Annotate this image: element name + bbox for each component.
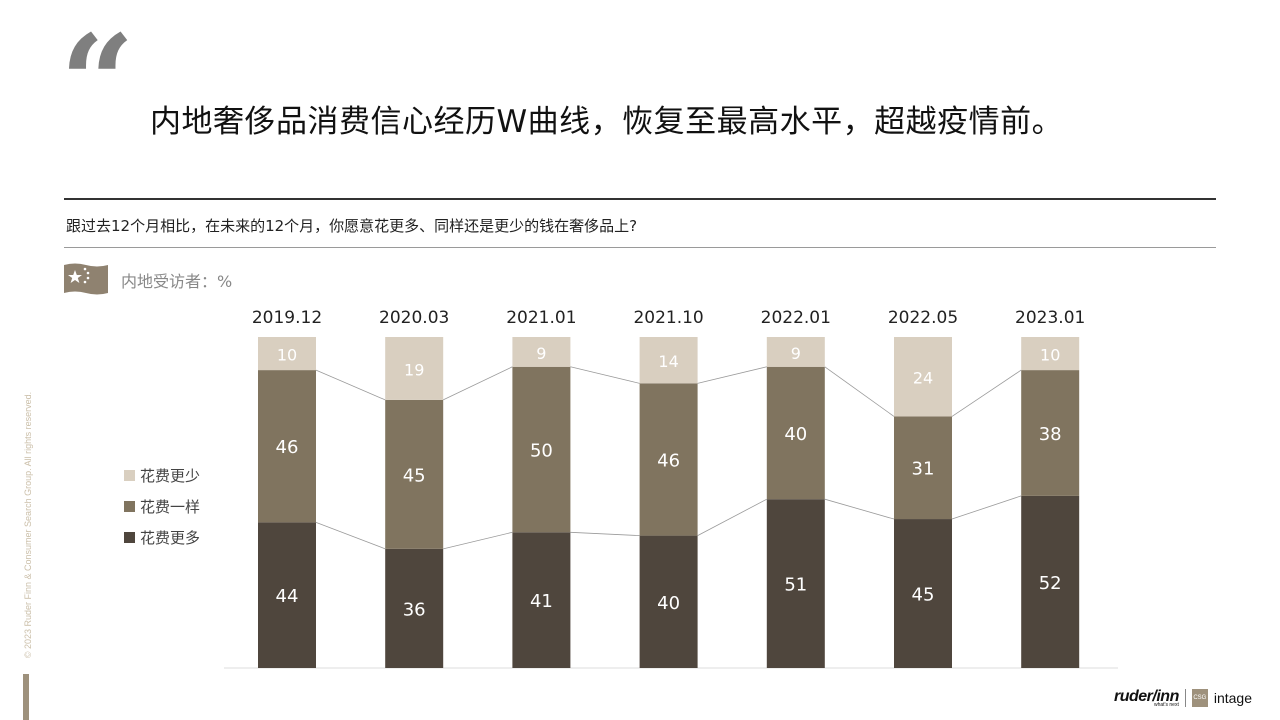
bar-less-2021.01 (512, 337, 571, 367)
bar-more-2022.01 (766, 499, 825, 668)
data-label-less-2021.10: 14 (658, 352, 678, 371)
connector-line-more-same-3 (697, 498, 767, 536)
side-accent-bar (23, 674, 29, 720)
connector-line-more-same-2 (570, 531, 640, 536)
connector-line-more-same-4 (824, 498, 895, 520)
data-label-same-2021.10: 46 (657, 450, 680, 471)
x-tick-label-2019.12: 2019.12 (252, 308, 322, 328)
legend-swatch-less (124, 470, 135, 481)
connector-line-same-less-1 (443, 366, 513, 401)
bar-less-2021.10 (639, 337, 698, 384)
connector-line-same-less-2 (570, 366, 640, 384)
legend-item-more: 花费更多 (124, 522, 200, 553)
title-divider (64, 198, 1216, 200)
bar-less-2023.01 (1021, 337, 1080, 371)
data-label-less-2022.05: 24 (913, 369, 933, 388)
data-label-less-2022.01: 9 (791, 344, 801, 363)
bar-same-2021.01 (512, 366, 571, 533)
data-label-more-2021.01: 41 (530, 591, 553, 612)
x-tick-label-2020.03: 2020.03 (379, 308, 449, 328)
data-label-same-2022.01: 40 (784, 424, 807, 445)
data-label-same-2021.01: 50 (530, 441, 553, 462)
bar-more-2020.03 (385, 548, 444, 668)
x-tick-label-2022.05: 2022.05 (888, 308, 958, 328)
data-label-more-2020.03: 36 (403, 599, 426, 620)
data-label-less-2023.01: 10 (1040, 346, 1060, 365)
bar-less-2022.05 (894, 337, 952, 417)
x-tick-label-2021.10: 2021.10 (633, 308, 703, 328)
bar-same-2019.12 (258, 370, 316, 523)
ruderfinn-logo: ruder/inn what's next (1114, 688, 1179, 708)
data-label-more-2023.01: 52 (1039, 573, 1062, 594)
legend-item-less: 花费更少 (124, 460, 200, 491)
data-label-more-2019.12: 44 (276, 586, 299, 607)
bar-same-2023.01 (1021, 370, 1080, 496)
bar-more-2019.12 (258, 522, 316, 668)
data-label-same-2020.03: 45 (403, 465, 426, 486)
connector-line-same-less-3 (697, 366, 767, 384)
footer-logos: ruder/inn what's next CSG intage (1114, 688, 1252, 708)
bar-more-2021.10 (639, 535, 698, 668)
bar-more-2021.01 (512, 532, 571, 668)
connector-line-same-less-5 (951, 369, 1022, 417)
data-label-same-2023.01: 38 (1039, 424, 1062, 445)
legend-label-more: 花费更多 (140, 529, 201, 547)
intage-logo: intage (1213, 690, 1252, 706)
bar-less-2020.03 (385, 337, 444, 400)
data-label-more-2022.05: 45 (912, 585, 935, 606)
x-tick-label-2023.01: 2023.01 (1015, 308, 1085, 328)
legend-swatch-more (124, 532, 135, 543)
legend-label-less: 花费更少 (140, 467, 201, 485)
x-tick-label-2022.01: 2022.01 (761, 308, 831, 328)
data-label-more-2021.10: 40 (657, 593, 680, 614)
connector-line-same-less-4 (824, 366, 895, 417)
legend-item-same: 花费一样 (124, 491, 200, 522)
china-flag-icon (64, 263, 108, 295)
bar-less-2022.01 (766, 337, 825, 367)
connector-line-same-less-0 (315, 369, 386, 401)
bar-same-2022.01 (766, 366, 825, 500)
page-title: 内地奢侈品消费信心经历W曲线，恢复至最高水平，超越疫情前。 (150, 104, 1064, 140)
csg-logo: CSG (1191, 689, 1208, 707)
legend-label-same: 花费一样 (140, 498, 201, 516)
bar-same-2021.10 (639, 383, 698, 536)
data-label-same-2022.05: 31 (912, 459, 935, 480)
respondents-label: 内地受访者：% (121, 272, 233, 291)
data-label-same-2019.12: 46 (276, 437, 299, 458)
connector-line-more-same-5 (951, 495, 1022, 520)
connector-line-more-same-1 (443, 531, 513, 550)
x-tick-label-2021.01: 2021.01 (506, 308, 576, 328)
survey-question: 跟过去12个月相比，在未来的12个月，你愿意花更多、同样还是更少的钱在奢侈品上? (66, 217, 638, 235)
data-label-more-2022.01: 51 (784, 575, 807, 596)
bar-more-2023.01 (1021, 495, 1080, 668)
data-label-less-2020.03: 19 (404, 360, 424, 379)
bar-same-2020.03 (385, 399, 444, 549)
connector-line-more-same-0 (315, 521, 386, 550)
quote-mark: “ (60, 6, 135, 159)
logo-divider (1184, 689, 1186, 707)
question-divider (64, 247, 1216, 248)
bar-more-2022.05 (894, 519, 952, 668)
bar-less-2019.12 (258, 337, 316, 371)
copyright-text: © 2023 Ruder Finn & Consumer Search Grou… (23, 391, 33, 659)
bar-same-2022.05 (894, 416, 952, 520)
data-label-less-2019.12: 10 (277, 346, 297, 365)
legend-swatch-same (124, 501, 135, 512)
data-label-less-2021.01: 9 (536, 344, 546, 363)
chart-legend: 花费更少 花费一样 花费更多 (124, 460, 200, 553)
